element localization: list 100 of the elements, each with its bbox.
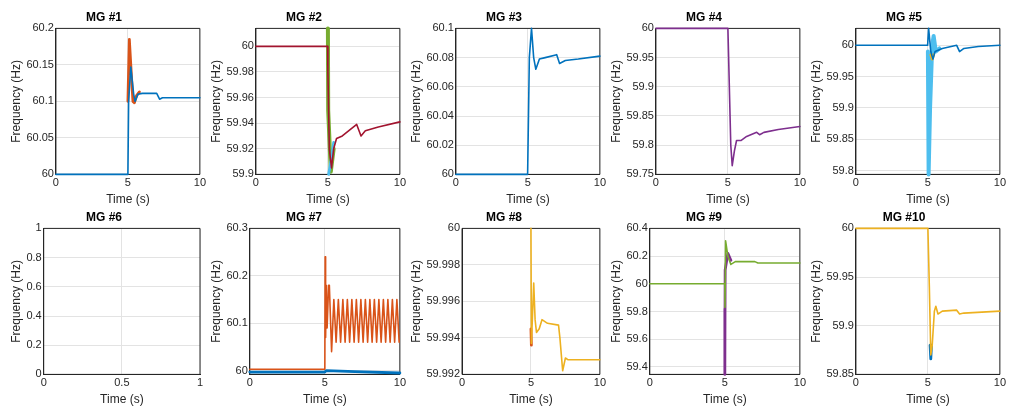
y-tick-label: 60.04 (426, 109, 454, 122)
chart-title: MG #7 (285, 209, 323, 224)
x-tick-label: 1 (196, 376, 204, 389)
x-axis-title: Time (s) (306, 192, 350, 207)
y-tick-label: 59.6 (626, 332, 648, 345)
x-tick-label: 10 (993, 176, 1007, 189)
x-tick-label: 5 (524, 176, 531, 189)
y-tick-label: 59.98 (226, 64, 254, 77)
y-tick-label: 59.8 (832, 163, 854, 176)
y-tick-label: 60 (441, 167, 454, 180)
y-tick-label: 60 (635, 276, 648, 289)
y-axis-title: Frequency (Hz) (808, 60, 823, 143)
x-tick-label: 10 (593, 176, 607, 189)
y-tick-label: 59.998 (426, 257, 461, 270)
x-tick-label: 10 (793, 376, 807, 389)
y-tick-label: 59.96 (226, 90, 254, 103)
y-tick-label: 60.1 (32, 94, 54, 107)
y-tick-label: 60 (41, 167, 54, 180)
y-axis-title: Frequency (Hz) (8, 60, 23, 143)
x-axis-title: Time (s) (906, 192, 950, 207)
chart-title: MG #3 (485, 9, 523, 24)
y-axis-title: Frequency (Hz) (808, 260, 823, 343)
chart-title: MG #5 (885, 9, 923, 24)
chart-title: MG #4 (685, 9, 723, 24)
y-tick-label: 59.994 (426, 330, 461, 343)
y-tick-label: 60.06 (426, 79, 454, 92)
y-tick-label: 59.85 (826, 367, 854, 380)
y-tick-label: 59.9 (832, 101, 854, 114)
y-axis-title: Frequency (Hz) (408, 260, 423, 343)
y-axis-title: Frequency (Hz) (208, 260, 223, 343)
y-tick-label: 0.2 (26, 338, 42, 351)
x-axis-title: Time (s) (706, 192, 750, 207)
x-tick-label: 5 (924, 376, 931, 389)
y-tick-label: 0 (35, 367, 42, 380)
chart-title: MG #2 (285, 9, 323, 24)
y-tick-label: 59.8 (626, 304, 648, 317)
x-tick-label: 5 (724, 176, 731, 189)
chart-title: MG #6 (85, 209, 123, 224)
y-tick-label: 1 (35, 221, 42, 234)
y-tick-label: 59.95 (826, 270, 854, 283)
x-axis-title: Time (s) (703, 392, 747, 407)
chart-title: MG #10 (882, 209, 926, 224)
x-axis-title: Time (s) (906, 392, 950, 407)
y-tick-label: 0.6 (26, 279, 42, 292)
x-axis-title: Time (s) (100, 392, 144, 407)
x-tick-label: 10 (793, 176, 807, 189)
x-tick-label: 10 (393, 376, 407, 389)
x-axis-title: Time (s) (509, 392, 553, 407)
x-tick-label: 10 (993, 376, 1007, 389)
y-axis-title: Frequency (Hz) (408, 60, 423, 143)
y-tick-label: 59.85 (826, 132, 854, 145)
x-tick-label: 5 (124, 176, 131, 189)
x-tick-label: 10 (393, 176, 407, 189)
y-tick-label: 59.9 (232, 167, 254, 180)
y-tick-label: 59.996 (426, 294, 461, 307)
y-tick-label: 59.9 (832, 318, 854, 331)
y-tick-label: 60 (241, 39, 254, 52)
y-tick-label: 59.95 (826, 69, 854, 82)
y-tick-label: 59.4 (626, 359, 648, 372)
y-tick-label: 59.75 (626, 167, 654, 180)
x-tick-label: 10 (193, 176, 207, 189)
y-tick-label: 0.4 (26, 309, 42, 322)
y-tick-label: 60.02 (426, 138, 454, 151)
y-tick-label: 60.05 (26, 130, 54, 143)
y-axis-title: Frequency (Hz) (208, 60, 223, 143)
y-tick-label: 60.2 (226, 268, 248, 281)
x-tick-label: 0.5 (114, 376, 130, 389)
y-tick-label: 60 (641, 21, 654, 34)
y-tick-label: 60.1 (226, 316, 248, 329)
y-tick-label: 60.4 (626, 221, 648, 234)
y-axis-title: Frequency (Hz) (608, 260, 623, 343)
x-tick-label: 5 (924, 176, 931, 189)
y-tick-label: 60.2 (626, 249, 648, 262)
x-tick-label: 5 (324, 176, 331, 189)
y-tick-label: 60.1 (432, 21, 454, 34)
x-tick-label: 10 (593, 376, 607, 389)
y-tick-label: 59.94 (226, 116, 254, 129)
chart-title: MG #8 (485, 209, 523, 224)
y-tick-label: 60 (841, 38, 854, 51)
x-tick-label: 5 (527, 376, 535, 389)
y-axis-title: Frequency (Hz) (8, 260, 23, 343)
x-axis-title: Time (s) (506, 192, 550, 207)
x-tick-label: 5 (721, 376, 728, 389)
y-tick-label: 60 (447, 221, 461, 234)
y-tick-label: 60 (841, 221, 854, 234)
y-tick-label: 60.15 (26, 57, 54, 70)
x-tick-label: 5 (321, 376, 328, 389)
x-axis-title: Time (s) (303, 392, 347, 407)
y-tick-label: 59.85 (626, 109, 654, 122)
y-tick-label: 59.9 (632, 79, 654, 92)
y-tick-label: 59.8 (632, 138, 654, 151)
chart-title: MG #9 (685, 209, 723, 224)
y-axis-title: Frequency (Hz) (608, 60, 623, 143)
y-tick-label: 60 (235, 363, 248, 376)
chart-title: MG #1 (85, 9, 123, 24)
x-axis-title: Time (s) (106, 192, 150, 207)
y-tick-label: 60.3 (226, 221, 248, 234)
y-tick-label: 60.2 (32, 21, 54, 34)
y-tick-label: 0.8 (26, 250, 42, 263)
y-tick-label: 60.08 (426, 50, 454, 63)
